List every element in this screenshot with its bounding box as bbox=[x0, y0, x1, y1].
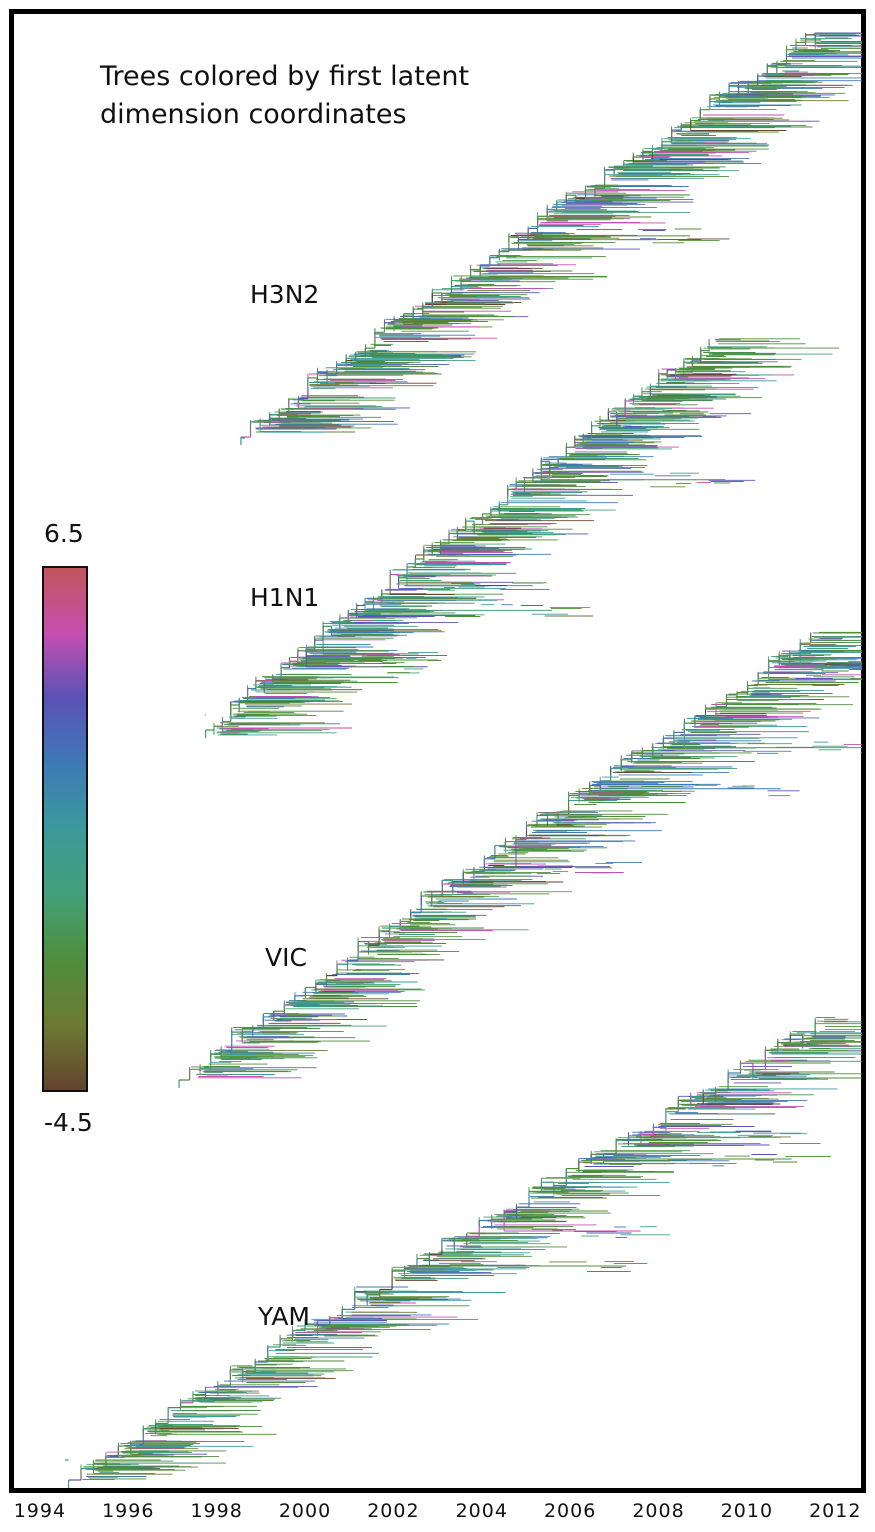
tree-label-h3n2: H3N2 bbox=[250, 280, 320, 309]
colorbar-max-label: 6.5 bbox=[44, 519, 84, 548]
axis-tick-label: 1998 bbox=[190, 1500, 243, 1522]
colorbar bbox=[42, 566, 88, 1092]
axis-tick-label: 2000 bbox=[278, 1500, 332, 1522]
title-line-2: dimension coordinates bbox=[100, 99, 407, 130]
axis-tick-label: 2012 bbox=[809, 1500, 862, 1522]
tree-h1n1 bbox=[205, 338, 840, 738]
tree-h3n2 bbox=[240, 32, 862, 445]
tree-label-vic: VIC bbox=[265, 943, 307, 972]
axis-tick-label: 2008 bbox=[632, 1500, 685, 1522]
axis-tick-label: 2006 bbox=[543, 1500, 597, 1522]
axis-tick-label: 2002 bbox=[367, 1500, 420, 1522]
axis-tick-label: 1994 bbox=[13, 1500, 67, 1522]
colorbar-min-label: -4.5 bbox=[44, 1108, 93, 1137]
axis-tick-label: 1996 bbox=[102, 1500, 155, 1522]
title-line-1: Trees colored by first latent bbox=[100, 61, 470, 92]
axis-tick-label: 2004 bbox=[455, 1500, 508, 1522]
tree-vic bbox=[178, 631, 862, 1088]
tree-yam bbox=[65, 1017, 862, 1488]
axis-tick-label: 2010 bbox=[720, 1500, 774, 1522]
tree-label-h1n1: H1N1 bbox=[250, 583, 320, 612]
figure-title: Trees colored by first latent dimension … bbox=[100, 58, 469, 134]
tree-label-yam: YAM bbox=[258, 1302, 311, 1331]
